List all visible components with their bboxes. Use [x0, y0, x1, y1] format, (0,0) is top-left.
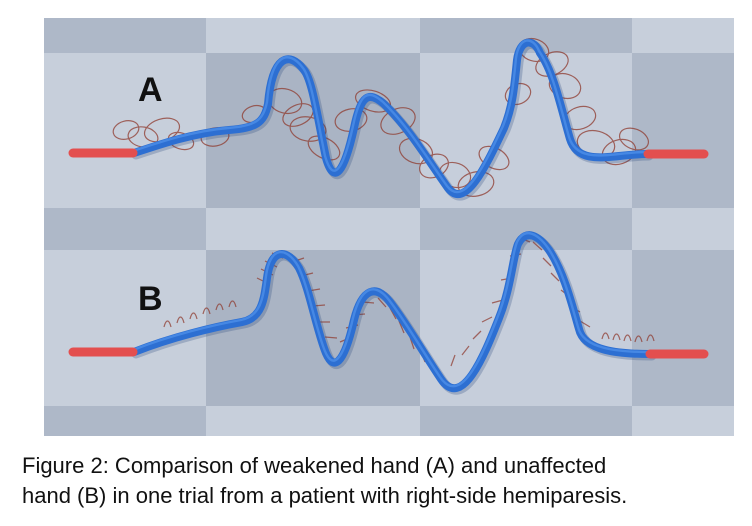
- checker-tile: [206, 18, 420, 53]
- checker-tile: [44, 208, 206, 250]
- checker-tile: [632, 53, 734, 208]
- caption-line-1: Figure 2: Comparison of weakened hand (A…: [22, 453, 607, 478]
- checker-tile: [420, 53, 632, 208]
- panel-a-blue-highlight: [131, 39, 648, 194]
- trajectory-figure-svg: A: [44, 18, 734, 436]
- checker-tile: [632, 250, 734, 406]
- checker-tile: [632, 18, 734, 53]
- checker-tile: [632, 406, 734, 436]
- checker-tile: [44, 406, 206, 436]
- checker-tile: [44, 53, 206, 208]
- trajectory-comparison-figure: A: [44, 18, 734, 436]
- panel-a-tremor-loops: [112, 37, 650, 197]
- checker-tile: [420, 406, 632, 436]
- panel-a-label: A: [138, 71, 163, 109]
- caption-line-2: hand (B) in one trial from a patient wit…: [22, 483, 628, 508]
- checker-tile: [632, 208, 734, 250]
- checker-tile: [44, 18, 206, 53]
- checker-tile: [44, 250, 206, 406]
- checker-tile: [420, 250, 632, 406]
- panel-b-label: B: [138, 280, 163, 318]
- figure-caption: Figure 2: Comparison of weakened hand (A…: [22, 451, 734, 511]
- panel-b-unaffected-hand-trajectory: B: [68, 231, 709, 395]
- checker-tile: [420, 208, 632, 250]
- panel-b-blue-highlight: [131, 231, 651, 388]
- panel-a-weakened-hand-trajectory: A: [68, 37, 709, 201]
- checker-tile: [206, 406, 420, 436]
- checker-tile: [206, 250, 420, 406]
- checker-tile: [206, 208, 420, 250]
